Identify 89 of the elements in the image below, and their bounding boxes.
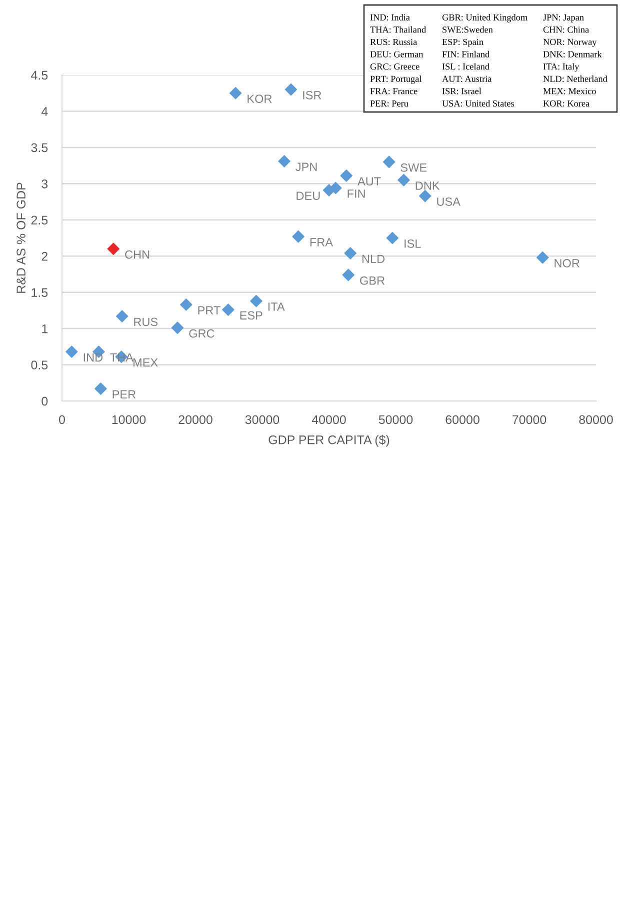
text: ESP: Spain <box>442 38 484 47</box>
x-tick-label: 70000 <box>512 415 546 424</box>
annotation: ISR: Israel <box>442 88 482 94</box>
text: GBR: United Kingdom <box>442 14 528 22</box>
point <box>536 251 549 264</box>
annotation: FRA: France <box>370 88 418 94</box>
annotation: GBR <box>360 276 385 285</box>
text: NOR: Norway <box>543 38 597 47</box>
text: ITA: Italy <box>543 63 580 72</box>
y-tick-label: 1.5 <box>32 288 48 297</box>
annotation: SWE <box>400 163 427 172</box>
annotation: AUT <box>357 177 381 186</box>
point <box>382 156 396 168</box>
annotation: IND <box>84 353 103 362</box>
point <box>171 322 184 334</box>
point <box>250 294 262 308</box>
text: GRC: Greece <box>370 63 420 70</box>
annotation: ITA <box>268 302 285 311</box>
text: IND: India <box>370 14 410 20</box>
text: ISL : Iceland <box>442 63 490 70</box>
point <box>284 83 298 96</box>
annotation: AUT: Austria <box>442 76 492 82</box>
point <box>229 86 242 100</box>
y-tick-label: 0.5 <box>31 360 48 370</box>
text: DNK: Denmark <box>543 50 602 58</box>
x-axis-title: GDP PER CAPITA ($) <box>268 434 390 447</box>
text: THA: Thailand <box>370 26 426 33</box>
point <box>107 242 120 256</box>
y-tick-label: 4.5 <box>31 70 48 80</box>
annotation: PER: Peru <box>370 100 408 107</box>
y-tick-label: 4 <box>41 107 48 116</box>
annotation: KOR: Korea <box>543 100 590 107</box>
text: DEU: German <box>370 51 424 58</box>
y-tick-label: 3 <box>42 179 48 188</box>
point <box>386 232 399 244</box>
annotation: USA <box>437 197 460 206</box>
annotation: JPN <box>296 162 317 172</box>
point <box>418 190 432 202</box>
annotation: MEX: Mexico <box>543 88 596 94</box>
x-tick-label: 30000 <box>245 415 280 424</box>
text: FIN: Finland <box>442 50 490 58</box>
point <box>94 382 107 395</box>
text: SWE:Sweden <box>442 26 493 33</box>
annotation: NLD: Netherland <box>543 76 608 82</box>
annotation: NLD <box>362 254 385 263</box>
x-tick-label: 40000 <box>312 415 346 424</box>
x-tick-label: 0 <box>59 415 65 424</box>
point <box>292 230 304 243</box>
annotation: PRT <box>198 306 220 314</box>
text: JPN: Japan <box>543 14 584 22</box>
annotation: DNK <box>416 182 440 190</box>
point <box>330 182 342 194</box>
annotation: FIN <box>348 190 365 198</box>
point <box>66 346 78 358</box>
annotation: CHN <box>125 250 150 259</box>
point <box>340 170 352 182</box>
point <box>398 174 410 186</box>
point <box>222 304 234 316</box>
y-axis-title: R&D AS % OF GDP <box>16 182 26 293</box>
annotation: MEX <box>133 358 158 367</box>
text: CHN: China <box>543 26 589 33</box>
annotation: PER <box>112 390 136 398</box>
annotation: DEU <box>296 192 320 200</box>
x-tick-label: 60000 <box>446 415 480 424</box>
annotation: FRA <box>310 238 333 246</box>
annotation: ISL <box>404 239 421 248</box>
text: RUS: Russia <box>370 38 417 46</box>
annotation: ESP <box>240 311 262 320</box>
annotation: GRC <box>189 329 214 338</box>
annotation: RUS <box>134 318 158 326</box>
annotation: NOR <box>554 259 580 268</box>
y-tick-label: 3.5 <box>31 143 48 152</box>
x-tick-label: 20000 <box>178 415 212 424</box>
y-tick-label: 2.5 <box>31 216 48 225</box>
point <box>116 310 128 322</box>
point <box>342 268 355 282</box>
point <box>344 247 357 260</box>
annotation: KOR <box>248 94 272 103</box>
y-tick-label: 0 <box>42 396 48 406</box>
x-tick-label: 10000 <box>112 415 146 424</box>
point <box>278 155 290 168</box>
x-tick-label: 50000 <box>378 415 413 424</box>
annotation: PRT: Portugal <box>370 76 422 84</box>
y-tick-label: 2 <box>42 252 48 261</box>
annotation: ISR <box>303 90 322 100</box>
y-tick-label: 1 <box>42 324 48 334</box>
point <box>180 298 192 311</box>
annotation: USA: United States <box>442 100 514 107</box>
x-tick-label: 80000 <box>579 415 613 424</box>
